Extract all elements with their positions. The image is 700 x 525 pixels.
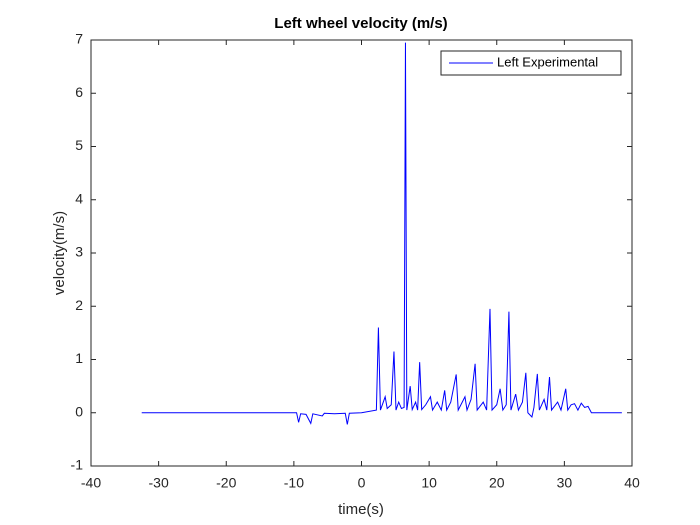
plot-frame: [90, 39, 633, 467]
y-tick-label: 2: [75, 297, 83, 313]
chart-title: Left wheel velocity (m/s): [274, 15, 447, 32]
x-tick-label: 0: [358, 475, 366, 491]
legend: Left Experimental: [440, 50, 622, 76]
x-tick-label: -10: [284, 475, 304, 491]
y-tick-label: 7: [75, 31, 83, 47]
y-tick-label: 4: [75, 190, 83, 206]
x-axis-label: time(s): [338, 501, 384, 518]
y-tick-label: 5: [75, 137, 83, 153]
data-line: [141, 42, 622, 425]
x-tick-label: 20: [489, 475, 505, 491]
y-tick-label: -1: [71, 457, 84, 473]
x-tick-label: -20: [216, 475, 236, 491]
x-tick-label: 40: [624, 475, 640, 491]
y-axis-label: velocity(m/s): [51, 211, 68, 295]
x-tick-label: 10: [421, 475, 437, 491]
x-tick-label: -40: [81, 475, 101, 491]
y-tick-label: 0: [75, 403, 83, 419]
y-tick-label: 1: [75, 350, 83, 366]
x-tick-label: 30: [557, 475, 573, 491]
x-tick-label: -30: [149, 475, 169, 491]
legend-label: Left Experimental: [497, 54, 598, 69]
y-tick-label: 3: [75, 244, 83, 260]
y-tick-label: 6: [75, 84, 83, 100]
